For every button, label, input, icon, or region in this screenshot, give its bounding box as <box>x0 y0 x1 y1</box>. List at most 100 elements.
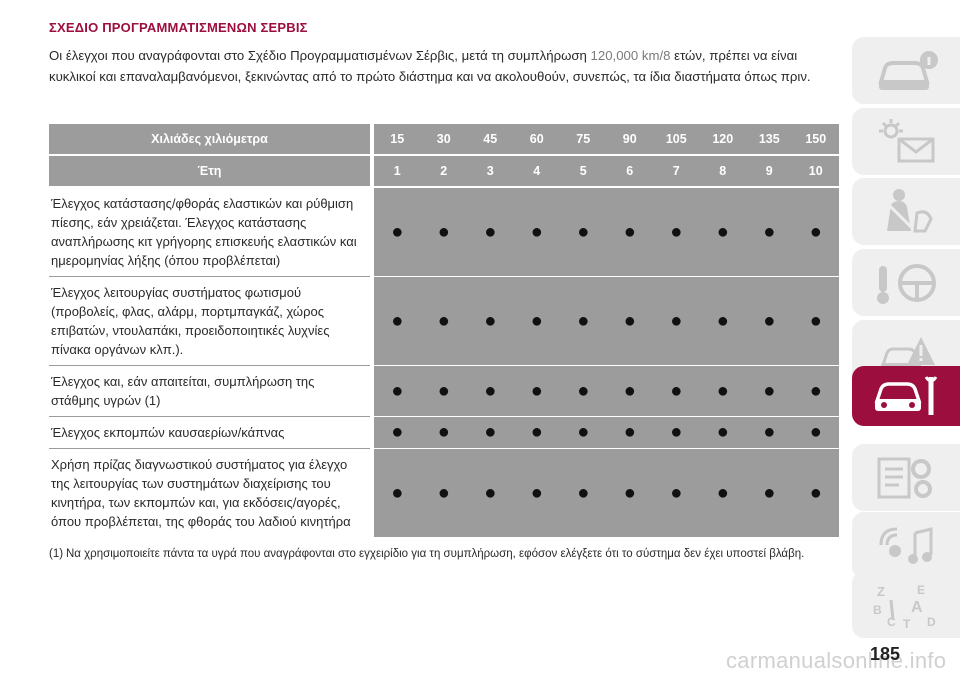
service-mark-dot: ● <box>560 365 607 417</box>
table-row: Έλεγχος κατάστασης/φθοράς ελαστικών και … <box>49 188 839 277</box>
service-item-label: Έλεγχος και, εάν απαιτείται, συμπλήρωση … <box>49 365 370 417</box>
column-gap <box>370 188 374 277</box>
intro-paragraph: Οι έλεγχοι που αναγράφονται στο Σχέδιο Π… <box>49 45 839 87</box>
chapter-tab-starting[interactable] <box>852 249 960 316</box>
table-row: Έλεγχος λειτουργίας συστήματος φωτισμού … <box>49 276 839 366</box>
header-km-row-value: 30 <box>420 124 467 154</box>
service-mark-dot: ● <box>792 448 839 537</box>
service-mark-dot: ● <box>746 416 793 449</box>
service-mark-dot: ● <box>606 188 653 277</box>
svg-text:B: B <box>873 603 882 617</box>
header-km-row-label: Χιλιάδες χιλιόμετρα <box>49 124 370 154</box>
svg-text:C: C <box>887 615 896 629</box>
service-mark-dot: ● <box>699 188 746 277</box>
dashboard-lights-icon <box>879 118 935 162</box>
service-mark-dot: ● <box>606 276 653 366</box>
header-years-row-label: Έτη <box>49 156 370 186</box>
service-mark-dot: ● <box>653 188 700 277</box>
service-mark-dot: ● <box>606 365 653 417</box>
service-mark-dot: ● <box>513 188 560 277</box>
header-km-row-value: 75 <box>560 124 607 154</box>
watermark: carmanualsonline.info <box>726 648 947 673</box>
header-years-row-value: 5 <box>560 156 607 186</box>
service-mark-dot: ● <box>699 416 746 449</box>
service-mark-dot: ● <box>560 276 607 366</box>
chapter-tab-dashboard[interactable] <box>852 108 960 175</box>
header-km-row-value: 135 <box>746 124 793 154</box>
service-mark-dot: ● <box>420 276 467 366</box>
service-schedule-table: Χιλιάδες χιλιόμετρα 15 30 45 60 75 90 105 120 135… <box>49 124 839 537</box>
service-mark-dot: ● <box>374 416 421 449</box>
service-mark-dot: ● <box>653 416 700 449</box>
column-gap <box>370 124 374 154</box>
section-title: ΣΧΕΔΙΟ ΠΡΟΓΡΑΜΜΑΤΙΣΜΕΝΩΝ ΣΕΡΒΙΣ <box>49 20 308 35</box>
technical-data-icon <box>877 457 932 498</box>
service-mark-dot: ● <box>792 188 839 277</box>
header-km-row: Χιλιάδες χιλιόμετρα 15 30 45 60 75 90 105 120 135… <box>49 124 839 154</box>
header-years-row-value: 2 <box>420 156 467 186</box>
header-km-row-value: 105 <box>653 124 700 154</box>
header-km-row-value: 120 <box>699 124 746 154</box>
service-mark-dot: ● <box>560 416 607 449</box>
header-years-row-value: 6 <box>606 156 653 186</box>
service-mark-dot: ● <box>792 416 839 449</box>
service-mark-dot: ● <box>374 188 421 277</box>
service-mark-dot: ● <box>560 448 607 537</box>
header-separator-cell <box>49 186 839 188</box>
safety-seatbelt-icon <box>887 188 933 232</box>
service-item-label: Χρήση πρίζας διαγνωστικού συστήματος για… <box>51 457 351 529</box>
car-info-icon <box>878 50 938 90</box>
service-mark-dot: ● <box>746 448 793 537</box>
intro-text-1: Οι έλεγχοι που αναγράφονται στο Σχέδιο Π… <box>49 48 591 63</box>
header-years-row-value: 9 <box>746 156 793 186</box>
chapter-tab-index[interactable]: Z E B A C T D <box>852 571 960 638</box>
service-mark-dot: ● <box>374 365 421 417</box>
service-mark-dot: ● <box>792 276 839 366</box>
service-mark-dot: ● <box>467 188 514 277</box>
svg-text:E: E <box>917 583 925 597</box>
footnote: (1) Να χρησιμοποιείτε πάντα τα υγρά που … <box>49 546 839 563</box>
header-separator <box>49 186 839 188</box>
svg-text:D: D <box>927 615 936 629</box>
chapter-tab-multimedia[interactable] <box>852 512 960 579</box>
header-years-row-value: 7 <box>653 156 700 186</box>
service-mark-dot: ● <box>513 365 560 417</box>
maintenance-car-wrench-icon <box>874 376 938 415</box>
column-gap <box>370 156 374 186</box>
column-gap <box>370 276 374 366</box>
service-item-label: Έλεγχος λειτουργίας συστήματος φωτισμού … <box>49 276 370 366</box>
service-mark-dot: ● <box>792 365 839 417</box>
chapter-tab-maintenance[interactable] <box>852 366 960 426</box>
service-mark-dot: ● <box>513 276 560 366</box>
service-item-label: Έλεγχος εκπομπών καυσαερίων/κάπνας <box>49 416 370 449</box>
service-mark-dot: ● <box>653 448 700 537</box>
index-letters-icon: Z E B A C T D <box>873 583 936 630</box>
chapter-tab-safety[interactable] <box>852 178 960 245</box>
service-item-label: Έλεγχος κατάστασης/φθοράς ελαστικών και … <box>49 188 370 277</box>
service-mark-dot: ● <box>467 365 514 417</box>
svg-text:Z: Z <box>877 584 885 599</box>
service-mark-dot: ● <box>467 416 514 449</box>
service-mark-dot: ● <box>606 448 653 537</box>
service-mark-dot: ● <box>374 276 421 366</box>
service-mark-dot: ● <box>746 188 793 277</box>
chapter-tab-technical-data[interactable] <box>852 444 960 511</box>
header-years-row: Έτη 1 2 3 4 5 6 7 8 9 10 <box>49 156 839 186</box>
multimedia-icon <box>879 526 933 564</box>
service-mark-dot: ● <box>467 448 514 537</box>
svg-text:A: A <box>911 599 923 616</box>
chapter-tab-car-info[interactable] <box>852 37 960 104</box>
header-km-row-value: 150 <box>792 124 839 154</box>
table-row: Έλεγχος εκπομπών καυσαερίων/κάπνας ● ● ● ● ● ●… <box>49 416 839 449</box>
service-mark-dot: ● <box>420 188 467 277</box>
footnote-text: Να χρησιμοποιείτε πάντα τα υγρά που αναγ… <box>66 548 805 560</box>
service-mark-dot: ● <box>699 365 746 417</box>
service-mark-dot: ● <box>467 276 514 366</box>
header-km-row-value: 15 <box>374 124 421 154</box>
header-years-row-value: 8 <box>699 156 746 186</box>
service-mark-dot: ● <box>746 365 793 417</box>
starting-driving-icon <box>877 263 936 304</box>
header-km-row-value: 90 <box>606 124 653 154</box>
service-mark-dot: ● <box>420 448 467 537</box>
header-years-row-value: 3 <box>467 156 514 186</box>
